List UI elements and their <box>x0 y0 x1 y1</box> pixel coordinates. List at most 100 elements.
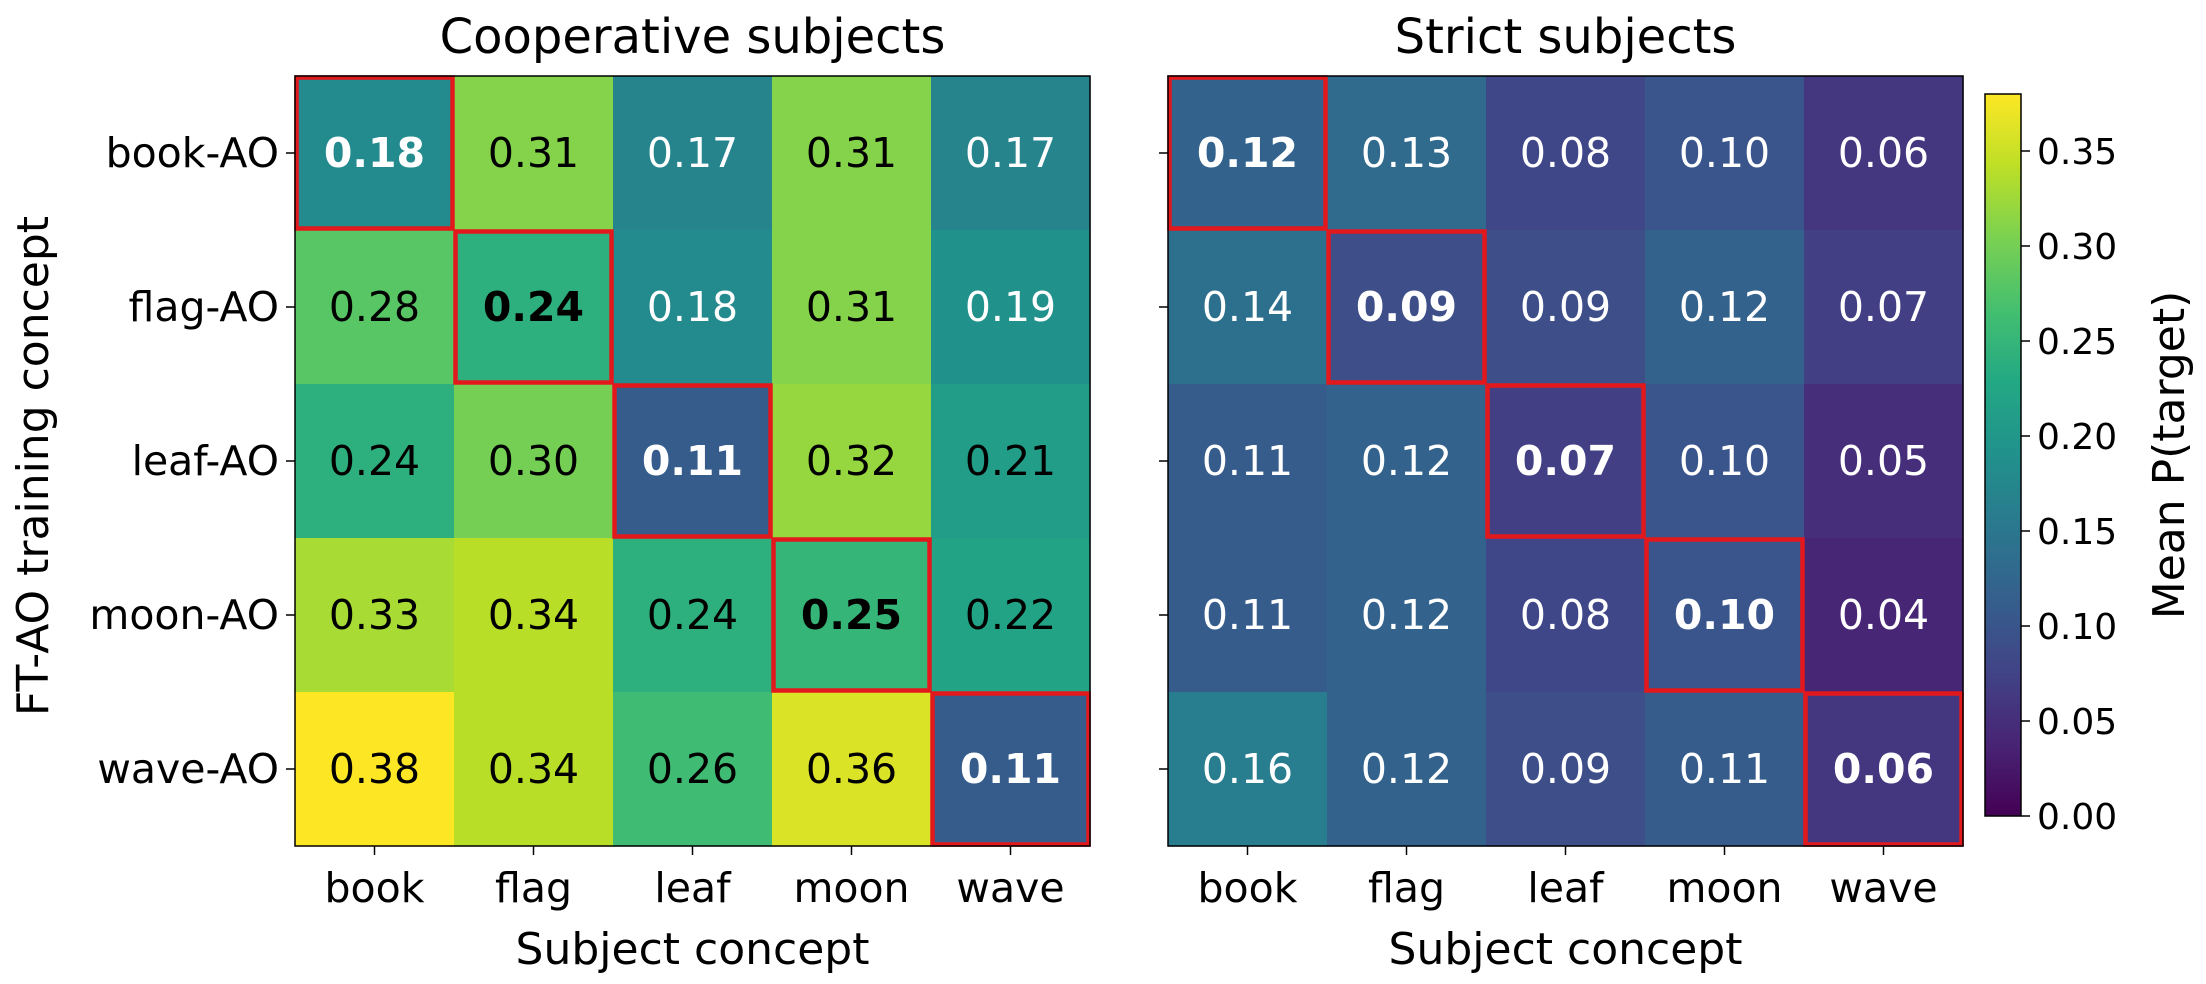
heatmap-cell <box>931 538 1091 693</box>
heatmap-cell <box>772 692 932 847</box>
y-tick-label: moon-AO <box>89 591 279 639</box>
cell-value-label: 0.09 <box>1520 283 1611 331</box>
cell-value-label: 0.11 <box>642 437 743 485</box>
heatmap-cell <box>772 230 932 385</box>
heatmap-cell <box>613 230 773 385</box>
heatmap-cell <box>1804 692 1964 847</box>
heatmap-cell <box>295 538 455 693</box>
heatmap-cell <box>1168 76 1328 231</box>
x-tick-label: leaf <box>1527 864 1605 912</box>
cell-value-label: 0.32 <box>806 437 897 485</box>
heatmap-cell <box>1327 76 1487 231</box>
colorbar-tick-label: 0.30 <box>2037 227 2117 268</box>
heatmap-cell <box>1486 692 1646 847</box>
cell-value-label: 0.10 <box>1679 129 1770 177</box>
colorbar-tick-label: 0.00 <box>2037 797 2117 838</box>
x-tick-label: flag <box>495 864 572 912</box>
y-tick-label: leaf-AO <box>132 437 279 485</box>
heatmap-cell <box>1645 538 1805 693</box>
cell-value-label: 0.24 <box>483 283 584 331</box>
y-tick-label: book-AO <box>106 129 279 177</box>
cell-value-label: 0.31 <box>806 129 897 177</box>
cell-value-label: 0.11 <box>960 745 1061 793</box>
heatmap-cell <box>1168 692 1328 847</box>
cell-value-label: 0.12 <box>1679 283 1770 331</box>
cell-value-label: 0.17 <box>647 129 738 177</box>
heatmap-cell <box>613 384 773 539</box>
diagonal-highlight-box <box>1167 75 1328 231</box>
cell-value-label: 0.13 <box>1361 129 1452 177</box>
heatmap-cell <box>1168 230 1328 385</box>
heatmap-cell <box>295 384 455 539</box>
cell-value-label: 0.25 <box>801 591 902 639</box>
heatmap-cell <box>454 538 614 693</box>
cell-value-label: 0.11 <box>1202 437 1293 485</box>
x-tick-label: moon <box>1666 864 1782 912</box>
x-tick-label: leaf <box>654 864 732 912</box>
x-tick-label: moon <box>793 864 909 912</box>
heatmap-cell <box>1168 538 1328 693</box>
heatmap-cell <box>1327 384 1487 539</box>
colorbar-gradient <box>1984 93 2022 817</box>
cell-value-label: 0.24 <box>647 591 738 639</box>
diagonal-highlight-box <box>1644 537 1805 693</box>
heatmap-cell <box>454 230 614 385</box>
y-tick-label: wave-AO <box>97 745 279 793</box>
cell-value-label: 0.38 <box>329 745 420 793</box>
heatmap-cell <box>454 384 614 539</box>
heatmap-cell <box>1486 384 1646 539</box>
heatmap-cell <box>295 230 455 385</box>
heatmap-cell <box>931 230 1091 385</box>
cell-value-label: 0.12 <box>1361 745 1452 793</box>
x-tick-label: wave <box>956 864 1064 912</box>
cell-value-label: 0.07 <box>1838 283 1929 331</box>
heatmap-cell <box>1804 538 1964 693</box>
heatmap-cell <box>1486 76 1646 231</box>
cell-value-label: 0.12 <box>1361 591 1452 639</box>
heatmap-cell <box>613 76 773 231</box>
cell-value-label: 0.21 <box>965 437 1056 485</box>
x-tick-label: book <box>1198 864 1298 912</box>
cell-value-label: 0.06 <box>1833 745 1934 793</box>
cell-value-label: 0.09 <box>1520 745 1611 793</box>
panel-title: Strict subjects <box>1395 9 1737 65</box>
heatmap-cell <box>772 538 932 693</box>
cell-value-label: 0.26 <box>647 745 738 793</box>
colorbar-tick-label: 0.35 <box>2037 132 2117 173</box>
heatmap-cell <box>1168 384 1328 539</box>
colorbar: Mean P(target) 0.00 0.05 0.10 0.15 0.20 0.25 0… <box>1984 93 2195 838</box>
heatmap-cell <box>454 692 614 847</box>
heatmap-cell <box>772 384 932 539</box>
cell-value-label: 0.12 <box>1197 129 1298 177</box>
heatmap-cell <box>1804 384 1964 539</box>
heatmap-cell <box>1645 692 1805 847</box>
cell-value-label: 0.07 <box>1515 437 1616 485</box>
y-axis-label: FT-AO training concept <box>8 216 59 716</box>
cell-value-label: 0.08 <box>1520 129 1611 177</box>
heatmap-cell <box>1486 230 1646 385</box>
cell-value-label: 0.08 <box>1520 591 1611 639</box>
cell-value-label: 0.34 <box>488 745 579 793</box>
cell-value-label: 0.22 <box>965 591 1056 639</box>
heatmap-cell <box>931 692 1091 847</box>
cell-value-label: 0.34 <box>488 591 579 639</box>
heatmap-cell <box>1327 230 1487 385</box>
cell-value-label: 0.33 <box>329 591 420 639</box>
heatmap-cell <box>1804 230 1964 385</box>
heatmap-cell <box>1645 384 1805 539</box>
heatmap-cell <box>931 384 1091 539</box>
diagonal-highlight-box <box>1485 383 1646 539</box>
heatmap-cell <box>613 692 773 847</box>
colorbar-tick-label: 0.20 <box>2037 417 2117 458</box>
heatmap-cell <box>1645 230 1805 385</box>
cell-value-label: 0.06 <box>1838 129 1929 177</box>
cell-value-label: 0.04 <box>1838 591 1929 639</box>
x-tick-label: wave <box>1829 864 1937 912</box>
diagonal-highlight-box <box>771 537 932 693</box>
cell-value-label: 0.09 <box>1356 283 1457 331</box>
diagonal-highlight-box <box>612 383 773 539</box>
diagonal-highlight-box <box>1326 229 1487 385</box>
cell-value-label: 0.18 <box>324 129 425 177</box>
colorbar-label: Mean P(target) <box>2144 291 2195 620</box>
